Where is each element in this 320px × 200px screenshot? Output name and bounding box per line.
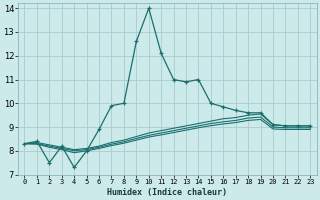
X-axis label: Humidex (Indice chaleur): Humidex (Indice chaleur) <box>108 188 228 197</box>
